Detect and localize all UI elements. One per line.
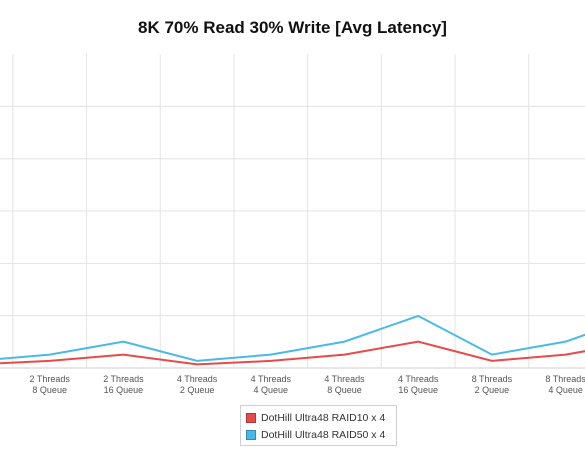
chart-grid	[0, 54, 585, 369]
x-tick-label: 8 Queue	[32, 385, 67, 395]
series-line-1[interactable]	[0, 316, 585, 366]
legend-item-2[interactable]: DotHill Ultra48 RAID50 x 4	[246, 426, 396, 443]
x-tick-label: 4 Threads	[324, 374, 365, 384]
x-tick-label: 2 Threads	[30, 374, 71, 384]
x-tick-label: 4 Queue	[254, 385, 289, 395]
legend-label: DotHill Ultra48 RAID50 x 4	[261, 428, 386, 441]
chart-title: 8K 70% Read 30% Write [Avg Latency]	[138, 18, 447, 37]
legend-swatch	[246, 412, 256, 423]
x-tick-label: 2 Queue	[475, 385, 510, 395]
legend-label: DotHill Ultra48 RAID10 x 4	[261, 411, 386, 424]
x-tick-label: 4 Queue	[548, 385, 583, 395]
series-lines	[0, 264, 585, 366]
x-tick-label: 2 Threads	[103, 374, 144, 384]
x-tick-label: 16 Queue	[398, 385, 438, 395]
x-tick-label: 4 Threads	[398, 374, 439, 384]
x-tick-label: 2 Queue	[180, 385, 215, 395]
x-tick-label: 8 Queue	[327, 385, 362, 395]
x-tick-label: 16 Queue	[104, 385, 144, 395]
x-tick-label: 8 Threads	[472, 374, 513, 384]
x-tick-label: 4 Threads	[177, 374, 218, 384]
x-tick-label: 8 Threads	[545, 374, 585, 384]
x-tick-label: 4 Threads	[251, 374, 292, 384]
series-line-2[interactable]	[0, 264, 585, 362]
legend-item-1[interactable]: DotHill Ultra48 RAID10 x 4	[246, 409, 396, 426]
chart-legend[interactable]: DotHill Ultra48 RAID10 x 4 DotHill Ultra4…	[240, 405, 397, 446]
legend-swatch	[246, 429, 256, 440]
